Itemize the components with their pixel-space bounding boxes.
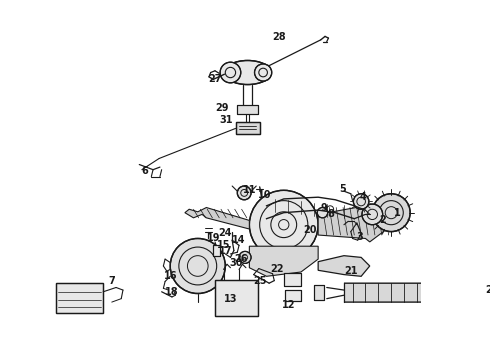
Circle shape	[372, 194, 410, 231]
Circle shape	[362, 204, 383, 225]
Text: 15: 15	[217, 240, 230, 250]
Polygon shape	[318, 256, 370, 276]
Text: 30: 30	[230, 257, 243, 267]
Text: 18: 18	[165, 287, 179, 297]
Bar	[286, 290, 301, 301]
Bar	[237, 105, 258, 114]
Bar	[314, 285, 324, 300]
Bar	[213, 246, 220, 256]
Text: 22: 22	[270, 265, 284, 274]
Bar	[215, 280, 258, 316]
Polygon shape	[318, 206, 387, 242]
Text: 12: 12	[282, 300, 295, 310]
Text: 21: 21	[344, 266, 358, 276]
Text: 24: 24	[219, 228, 232, 238]
Bar	[56, 283, 103, 313]
Text: 13: 13	[224, 294, 237, 304]
Polygon shape	[185, 207, 249, 229]
Text: 7: 7	[108, 276, 115, 287]
Polygon shape	[344, 283, 486, 302]
Ellipse shape	[224, 60, 271, 85]
Text: 14: 14	[232, 235, 246, 245]
Bar	[314, 285, 324, 300]
Bar	[213, 246, 220, 256]
Text: 2: 2	[379, 215, 386, 225]
Text: 1: 1	[394, 208, 401, 218]
Text: 16: 16	[164, 271, 177, 281]
Text: 5: 5	[339, 184, 345, 194]
Text: 4: 4	[360, 192, 366, 202]
Bar	[56, 283, 103, 313]
Text: 6: 6	[141, 166, 148, 176]
Text: 10: 10	[258, 190, 271, 199]
Bar	[237, 105, 258, 114]
Circle shape	[353, 194, 369, 209]
Text: 31: 31	[220, 115, 233, 125]
Text: 28: 28	[272, 32, 285, 42]
Bar	[284, 273, 301, 286]
Circle shape	[170, 238, 225, 293]
Circle shape	[239, 251, 251, 264]
Text: 23: 23	[485, 285, 490, 295]
Bar	[215, 280, 258, 316]
Bar	[284, 273, 301, 286]
Text: 17: 17	[219, 246, 232, 256]
Text: 20: 20	[303, 225, 317, 235]
Circle shape	[318, 207, 328, 218]
Circle shape	[249, 190, 318, 259]
Text: 3: 3	[356, 232, 363, 242]
Text: 29: 29	[215, 103, 229, 113]
Polygon shape	[249, 246, 318, 276]
Text: 26: 26	[234, 254, 247, 264]
Text: 25: 25	[253, 276, 267, 287]
Bar	[236, 122, 260, 134]
Bar	[286, 290, 301, 301]
Text: 9: 9	[321, 203, 327, 213]
Text: 8: 8	[328, 210, 335, 219]
Text: 19: 19	[206, 234, 220, 243]
Circle shape	[254, 64, 272, 81]
Circle shape	[220, 62, 241, 83]
Bar	[236, 122, 260, 134]
Circle shape	[237, 186, 251, 200]
Text: 27: 27	[208, 73, 221, 84]
Text: 11: 11	[243, 185, 256, 195]
